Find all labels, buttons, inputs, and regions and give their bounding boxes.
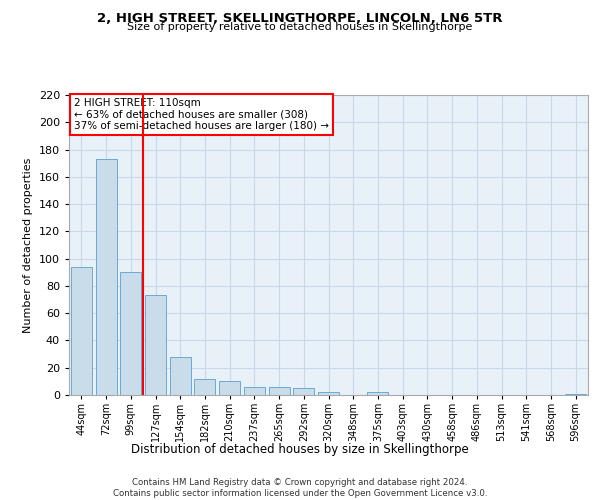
Bar (244, 387, 265, 395)
Bar (565, 394, 586, 395)
Bar (367, 392, 388, 395)
Bar (120, 272, 141, 395)
Bar (145, 296, 166, 395)
Bar (269, 387, 290, 395)
Text: Size of property relative to detached houses in Skellingthorpe: Size of property relative to detached ho… (127, 22, 473, 32)
Bar (293, 388, 314, 395)
Bar (318, 392, 339, 395)
Bar (170, 357, 191, 395)
Y-axis label: Number of detached properties: Number of detached properties (23, 158, 33, 332)
Text: Contains HM Land Registry data © Crown copyright and database right 2024.
Contai: Contains HM Land Registry data © Crown c… (113, 478, 487, 498)
Bar (71, 267, 92, 395)
Bar (95, 159, 116, 395)
Text: 2, HIGH STREET, SKELLINGTHORPE, LINCOLN, LN6 5TR: 2, HIGH STREET, SKELLINGTHORPE, LINCOLN,… (97, 12, 503, 26)
Bar (219, 382, 240, 395)
Bar (194, 378, 215, 395)
Text: Distribution of detached houses by size in Skellingthorpe: Distribution of detached houses by size … (131, 442, 469, 456)
Text: 2 HIGH STREET: 110sqm
← 63% of detached houses are smaller (308)
37% of semi-det: 2 HIGH STREET: 110sqm ← 63% of detached … (74, 98, 329, 131)
